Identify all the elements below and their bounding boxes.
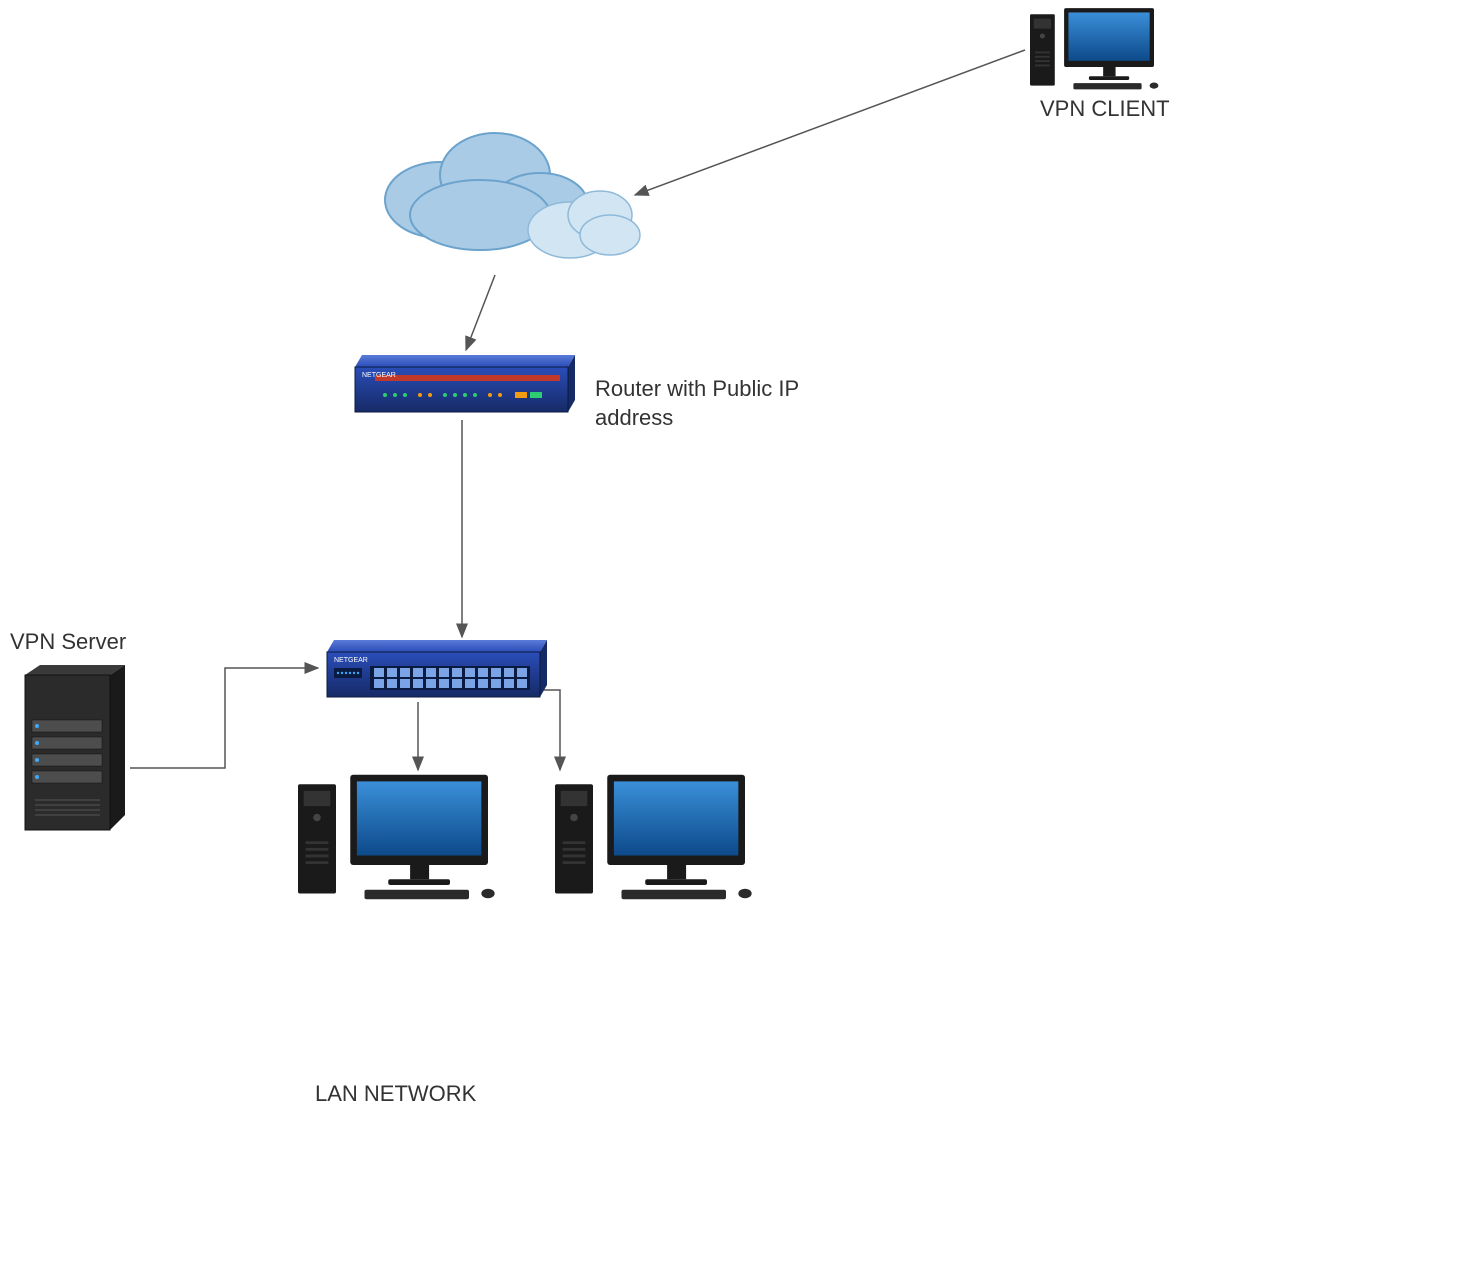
svg-text:NETGEAR: NETGEAR (362, 372, 396, 379)
cloud-icon (385, 133, 640, 258)
router-label: Router with Public IP address (595, 375, 799, 432)
vpn-server-label: VPN Server (10, 628, 126, 657)
switch-icon: NETGEAR (327, 640, 547, 697)
edge-switch-pc2 (535, 690, 560, 770)
edge-server-switch (130, 668, 318, 768)
pc1-icon (298, 775, 495, 899)
svg-text:NETGEAR: NETGEAR (334, 657, 368, 664)
vpn-client-icon (1030, 8, 1158, 89)
server-icon (25, 665, 125, 830)
diagram-svg: NETGEAR NETGEAR (0, 0, 1469, 1266)
network-diagram: NETGEAR NETGEAR (0, 0, 1469, 1266)
router-icon: NETGEAR (355, 355, 575, 412)
edge-cloud-router (466, 275, 495, 350)
edge-client-cloud (635, 50, 1025, 195)
pc2-icon (555, 775, 752, 899)
lan-network-label: LAN NETWORK (315, 1080, 476, 1109)
vpn-client-label: VPN CLIENT (1040, 95, 1170, 124)
edges-group (130, 50, 1025, 770)
